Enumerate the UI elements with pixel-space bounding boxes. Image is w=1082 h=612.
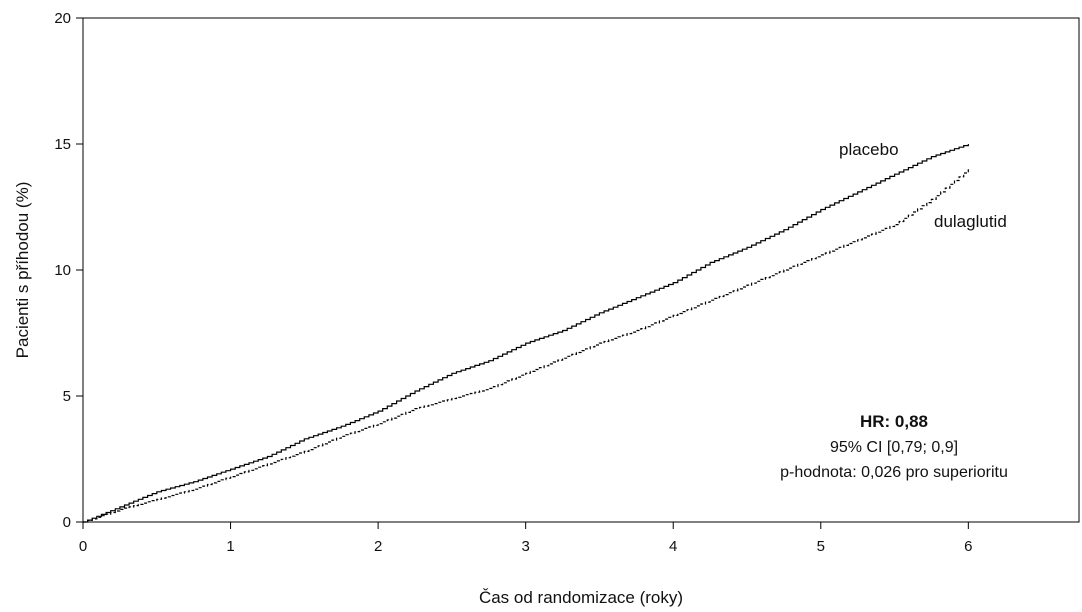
y-tick-label: 10 [54, 262, 71, 279]
series-line-placebo [83, 144, 969, 523]
y-tick-label: 20 [54, 10, 71, 27]
series-line-dulaglutid [83, 169, 969, 523]
hr-label: HR: [860, 412, 890, 431]
x-tick-label: 1 [226, 538, 234, 555]
hr-value: 0,88 [895, 412, 928, 431]
x-tick-label: 2 [374, 538, 382, 555]
y-tick-label: 0 [63, 514, 71, 531]
series-lines [83, 144, 969, 523]
x-tick-label: 0 [79, 538, 87, 555]
x-tick-label: 4 [669, 538, 677, 555]
series-label-dulaglutid: dulaglutid [934, 212, 1007, 231]
x-axis-ticks: 0 1 2 3 4 5 6 [79, 522, 973, 555]
x-tick-label: 3 [521, 538, 529, 555]
y-tick-label: 5 [63, 388, 71, 405]
x-axis-title: Čas od randomizace (roky) [479, 588, 683, 607]
series-label-placebo: placebo [839, 140, 899, 159]
x-tick-label: 6 [964, 538, 972, 555]
hr-annotation: HR: 0,88 [860, 412, 928, 431]
p-value-annotation: p-hodnota: 0,026 pro superioritu [780, 464, 1008, 481]
y-axis-title: Pacienti s příhodou (%) [13, 182, 32, 359]
y-axis-ticks: 0 5 10 15 20 [54, 10, 83, 531]
x-tick-label: 5 [817, 538, 825, 555]
y-tick-label: 15 [54, 136, 71, 153]
ci-annotation: 95% CI [0,79; 0,9] [830, 439, 958, 456]
